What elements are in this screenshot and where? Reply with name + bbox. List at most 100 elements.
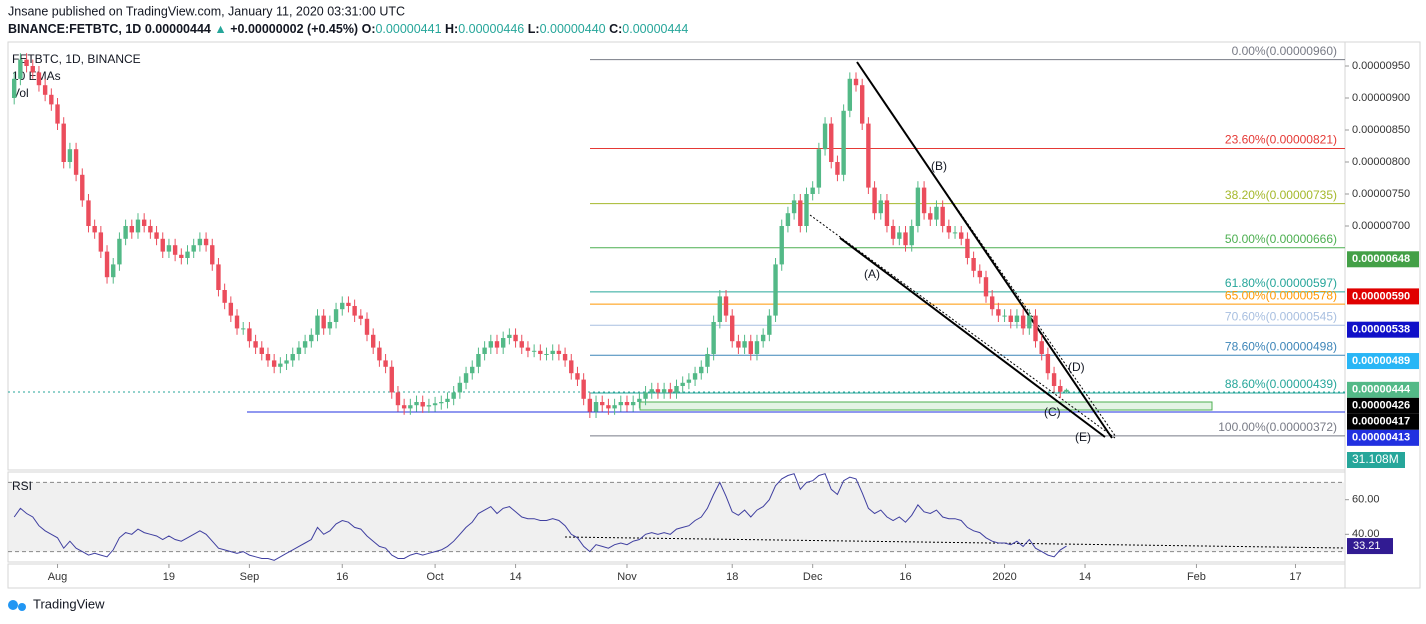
candle-body — [61, 123, 66, 162]
brand-name: TradingView — [33, 596, 105, 611]
x-tick-label: Sep — [240, 571, 260, 583]
candle-body — [234, 315, 240, 329]
candle-body — [1039, 341, 1044, 354]
trend-line-dotted — [914, 147, 1117, 438]
candle-body — [940, 206, 945, 226]
candle-body — [977, 270, 983, 278]
candle-body — [1027, 315, 1032, 329]
candle-body — [197, 238, 203, 246]
candle-body — [649, 389, 654, 393]
candle-body — [989, 296, 995, 310]
candle-body — [73, 149, 79, 175]
candle-body — [166, 245, 172, 252]
candle-body — [265, 354, 271, 361]
candle-body — [630, 402, 636, 406]
change: +0.00000002 (+0.45%) — [230, 22, 358, 36]
candle-body — [699, 366, 704, 374]
price-badge — [1347, 288, 1419, 305]
fib-label: 88.60%(0.00000439) — [1225, 377, 1337, 391]
candle-body — [1051, 373, 1057, 386]
candle-body — [117, 238, 122, 265]
y-tick-label: 0.00000900 — [1352, 92, 1410, 104]
price-label: 0.00000444 — [1352, 384, 1411, 396]
fib-label: 0.00%(0.00000960) — [1232, 44, 1337, 58]
price-badge — [1347, 397, 1419, 414]
candle-body — [1020, 315, 1026, 329]
candle-body — [878, 200, 883, 214]
price-badge — [1347, 251, 1419, 268]
x-tick-label: 18 — [726, 571, 738, 583]
candle-body — [773, 264, 778, 316]
candle-body — [859, 85, 865, 124]
price-label: 0.00000413 — [1352, 432, 1410, 444]
wave-label: (E) — [1075, 430, 1091, 444]
candle-body — [853, 78, 859, 86]
candle-body — [754, 341, 760, 354]
fib-label: 61.80%(0.00000597) — [1225, 276, 1337, 290]
candle-body — [692, 373, 698, 380]
candle-body — [148, 226, 153, 233]
candle-body — [414, 402, 419, 406]
candle-body — [92, 226, 97, 233]
candle-body — [959, 232, 964, 239]
candle-body — [618, 402, 623, 406]
rsi-value-label: 33.21 — [1353, 540, 1381, 552]
y-tick-label: 0.00000750 — [1352, 188, 1410, 200]
y-tick-label: 0.00000850 — [1352, 124, 1410, 136]
candle-body — [383, 360, 388, 367]
candle-body — [952, 232, 958, 234]
candle-body — [971, 258, 976, 271]
price-badge — [1347, 413, 1419, 430]
rsi-band-fill — [9, 482, 1344, 552]
candle-body — [488, 341, 494, 348]
price-badge — [1347, 321, 1419, 338]
y-tick-label: 0.00000800 — [1352, 156, 1410, 168]
candle-body — [327, 322, 333, 329]
y-tick-label: 0.00000700 — [1352, 220, 1410, 232]
candle-body — [346, 302, 351, 306]
candle-body — [191, 245, 196, 252]
change-arrow: ▲ — [214, 22, 226, 36]
candle-body — [172, 245, 178, 255]
candle-body — [80, 174, 85, 201]
candle-body — [24, 59, 29, 66]
price-axis — [1344, 41, 1421, 589]
candle-body — [835, 162, 840, 175]
candle-body — [401, 405, 407, 409]
candle-body — [723, 296, 729, 316]
candle-body — [135, 219, 141, 233]
rsi-badge — [1347, 538, 1393, 555]
candle-body — [1058, 386, 1063, 392]
candle-body — [550, 350, 555, 354]
fib-label: 70.60%(0.00000545) — [1225, 309, 1337, 323]
candle-body — [1033, 315, 1038, 342]
candle-body — [185, 251, 190, 258]
x-tick-label: Nov — [617, 571, 637, 583]
y-tick-label: 0.00000950 — [1352, 60, 1410, 72]
x-tick-label: 16 — [899, 571, 911, 583]
price-label: 0.00000417 — [1352, 416, 1410, 428]
candle-body — [1045, 354, 1051, 374]
candle-body — [18, 59, 23, 79]
candle-body — [730, 315, 735, 342]
candle-body — [36, 72, 42, 86]
candle-body — [921, 187, 927, 214]
candle-body — [556, 350, 562, 354]
candle-body — [816, 149, 822, 188]
close-value: 0.00000444 — [622, 22, 688, 36]
candle-body — [884, 200, 890, 226]
candle-body — [531, 350, 537, 352]
x-tick-label: 14 — [1079, 571, 1091, 583]
candle-body — [637, 398, 642, 402]
candle-body — [507, 334, 512, 338]
wave-label: (D) — [1068, 360, 1085, 374]
fib-label: 65.00%(0.00000578) — [1225, 288, 1337, 302]
low-label: L: — [528, 22, 540, 36]
candle-body — [259, 347, 264, 354]
candle-body — [890, 226, 896, 239]
price-label: 0.00000426 — [1352, 400, 1410, 412]
candle-body — [271, 360, 277, 367]
candle-body — [420, 402, 425, 407]
x-tick-label: Oct — [427, 571, 444, 583]
trend-line-dotted — [809, 214, 1116, 439]
